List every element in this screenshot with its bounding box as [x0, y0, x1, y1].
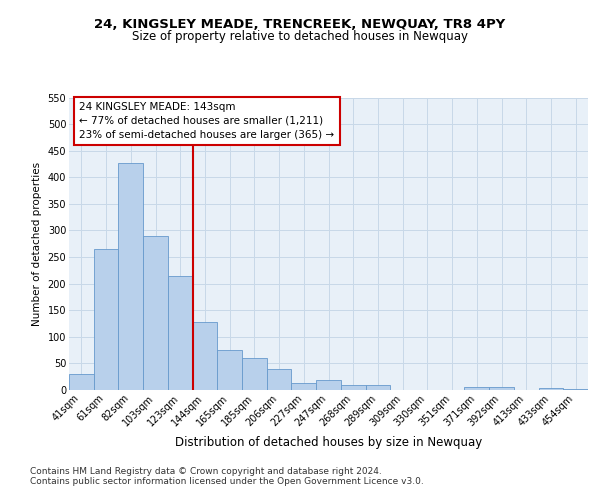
Text: 24 KINGSLEY MEADE: 143sqm
← 77% of detached houses are smaller (1,211)
23% of se: 24 KINGSLEY MEADE: 143sqm ← 77% of detac…: [79, 102, 335, 140]
Bar: [464, 388, 489, 390]
Bar: [193, 322, 217, 390]
Bar: [489, 388, 514, 390]
Bar: [217, 350, 242, 390]
Bar: [365, 384, 390, 390]
Text: 24, KINGSLEY MEADE, TRENCREEK, NEWQUAY, TR8 4PY: 24, KINGSLEY MEADE, TRENCREEK, NEWQUAY, …: [94, 18, 506, 30]
X-axis label: Distribution of detached houses by size in Newquay: Distribution of detached houses by size …: [175, 436, 482, 449]
Y-axis label: Number of detached properties: Number of detached properties: [32, 162, 42, 326]
Bar: [143, 236, 168, 390]
Bar: [563, 389, 588, 390]
Bar: [267, 368, 292, 390]
Text: Contains public sector information licensed under the Open Government Licence v3: Contains public sector information licen…: [30, 477, 424, 486]
Bar: [168, 276, 193, 390]
Text: Size of property relative to detached houses in Newquay: Size of property relative to detached ho…: [132, 30, 468, 43]
Bar: [292, 382, 316, 390]
Bar: [242, 358, 267, 390]
Bar: [539, 388, 563, 390]
Bar: [118, 163, 143, 390]
Bar: [69, 374, 94, 390]
Bar: [341, 384, 365, 390]
Bar: [316, 380, 341, 390]
Bar: [94, 249, 118, 390]
Text: Contains HM Land Registry data © Crown copyright and database right 2024.: Contains HM Land Registry data © Crown c…: [30, 467, 382, 476]
